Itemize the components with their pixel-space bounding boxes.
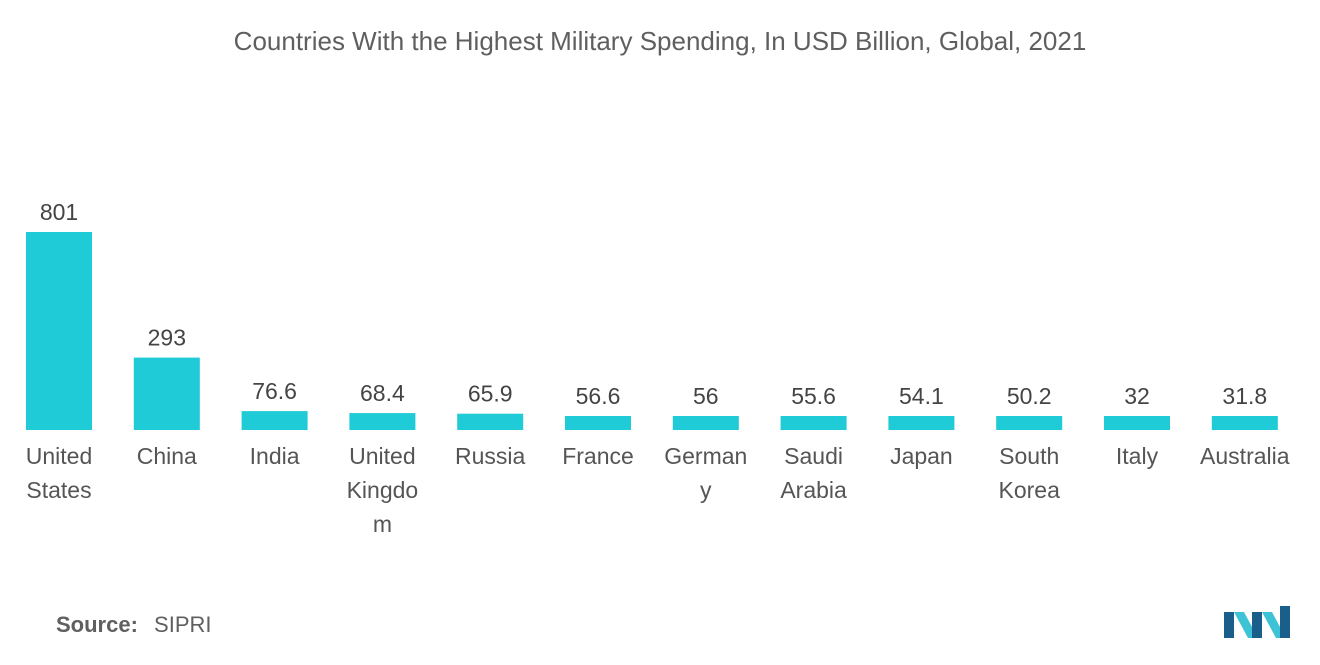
value-label-4: 65.9 — [468, 381, 513, 407]
value-label-11: 31.8 — [1222, 383, 1267, 409]
category-label-line: South — [999, 443, 1059, 469]
category-label-10: Italy — [1116, 443, 1159, 469]
category-label-line: France — [562, 443, 634, 469]
category-label-7: Saudi Arabia — [780, 443, 847, 503]
bar-6 — [672, 416, 739, 430]
category-label-line: United — [26, 443, 92, 469]
source-note: Source: SIPRI — [56, 612, 212, 638]
category-label-0: United States — [26, 443, 92, 503]
category-label-line: German — [664, 443, 747, 469]
bar-3 — [349, 413, 416, 430]
category-label-line: m — [373, 511, 392, 537]
bar-5 — [565, 416, 631, 430]
bar-chart: 801 United States 293 China 76.6 India 68.4 Unit… — [26, 199, 1290, 537]
chart-title: Countries With the Highest Military Spen… — [233, 26, 1087, 56]
category-label-11: Australia — [1200, 443, 1290, 469]
bar-10 — [1104, 416, 1170, 430]
category-label-line: Russia — [455, 443, 526, 469]
category-label-line: y — [700, 477, 712, 503]
category-label-8: Japan — [890, 443, 953, 469]
category-label-1: China — [137, 443, 197, 469]
value-label-6: 56 — [693, 383, 719, 409]
category-label-line: Arabia — [780, 477, 847, 503]
category-label-line: China — [137, 443, 197, 469]
source-label: Source: — [56, 612, 138, 637]
value-label-1: 293 — [148, 325, 186, 351]
value-label-0: 801 — [40, 199, 78, 225]
value-label-10: 32 — [1124, 383, 1150, 409]
source-value: SIPRI — [154, 612, 212, 637]
bar-1 — [133, 357, 200, 430]
bar-2 — [241, 411, 308, 430]
value-label-7: 55.6 — [791, 383, 836, 409]
category-label-6: German y — [664, 443, 747, 503]
category-label-line: States — [26, 477, 91, 503]
category-label-2: India — [250, 443, 300, 469]
category-label-line: Japan — [890, 443, 953, 469]
bar-11 — [1211, 416, 1278, 430]
bar-0 — [26, 232, 92, 430]
mordor-intelligence-logo-icon — [1224, 606, 1290, 638]
value-label-5: 56.6 — [576, 383, 621, 409]
category-label-line: Italy — [1116, 443, 1159, 469]
category-label-5: France — [562, 443, 634, 469]
category-label-line: Korea — [999, 477, 1061, 503]
bar-8 — [888, 416, 955, 430]
category-label-4: Russia — [455, 443, 526, 469]
category-label-3: United Kingdo m — [347, 443, 419, 537]
value-label-9: 50.2 — [1007, 383, 1052, 409]
category-label-line: United — [349, 443, 415, 469]
bar-7 — [780, 416, 847, 430]
category-label-9: South Korea — [999, 443, 1061, 503]
value-label-2: 76.6 — [252, 378, 297, 404]
value-label-8: 54.1 — [899, 383, 944, 409]
category-label-line: Saudi — [784, 443, 843, 469]
category-label-line: Kingdo — [347, 477, 419, 503]
category-label-line: Australia — [1200, 443, 1290, 469]
bar-9 — [996, 416, 1063, 430]
bar-4 — [457, 413, 524, 430]
value-label-3: 68.4 — [360, 380, 405, 406]
category-label-line: India — [250, 443, 300, 469]
